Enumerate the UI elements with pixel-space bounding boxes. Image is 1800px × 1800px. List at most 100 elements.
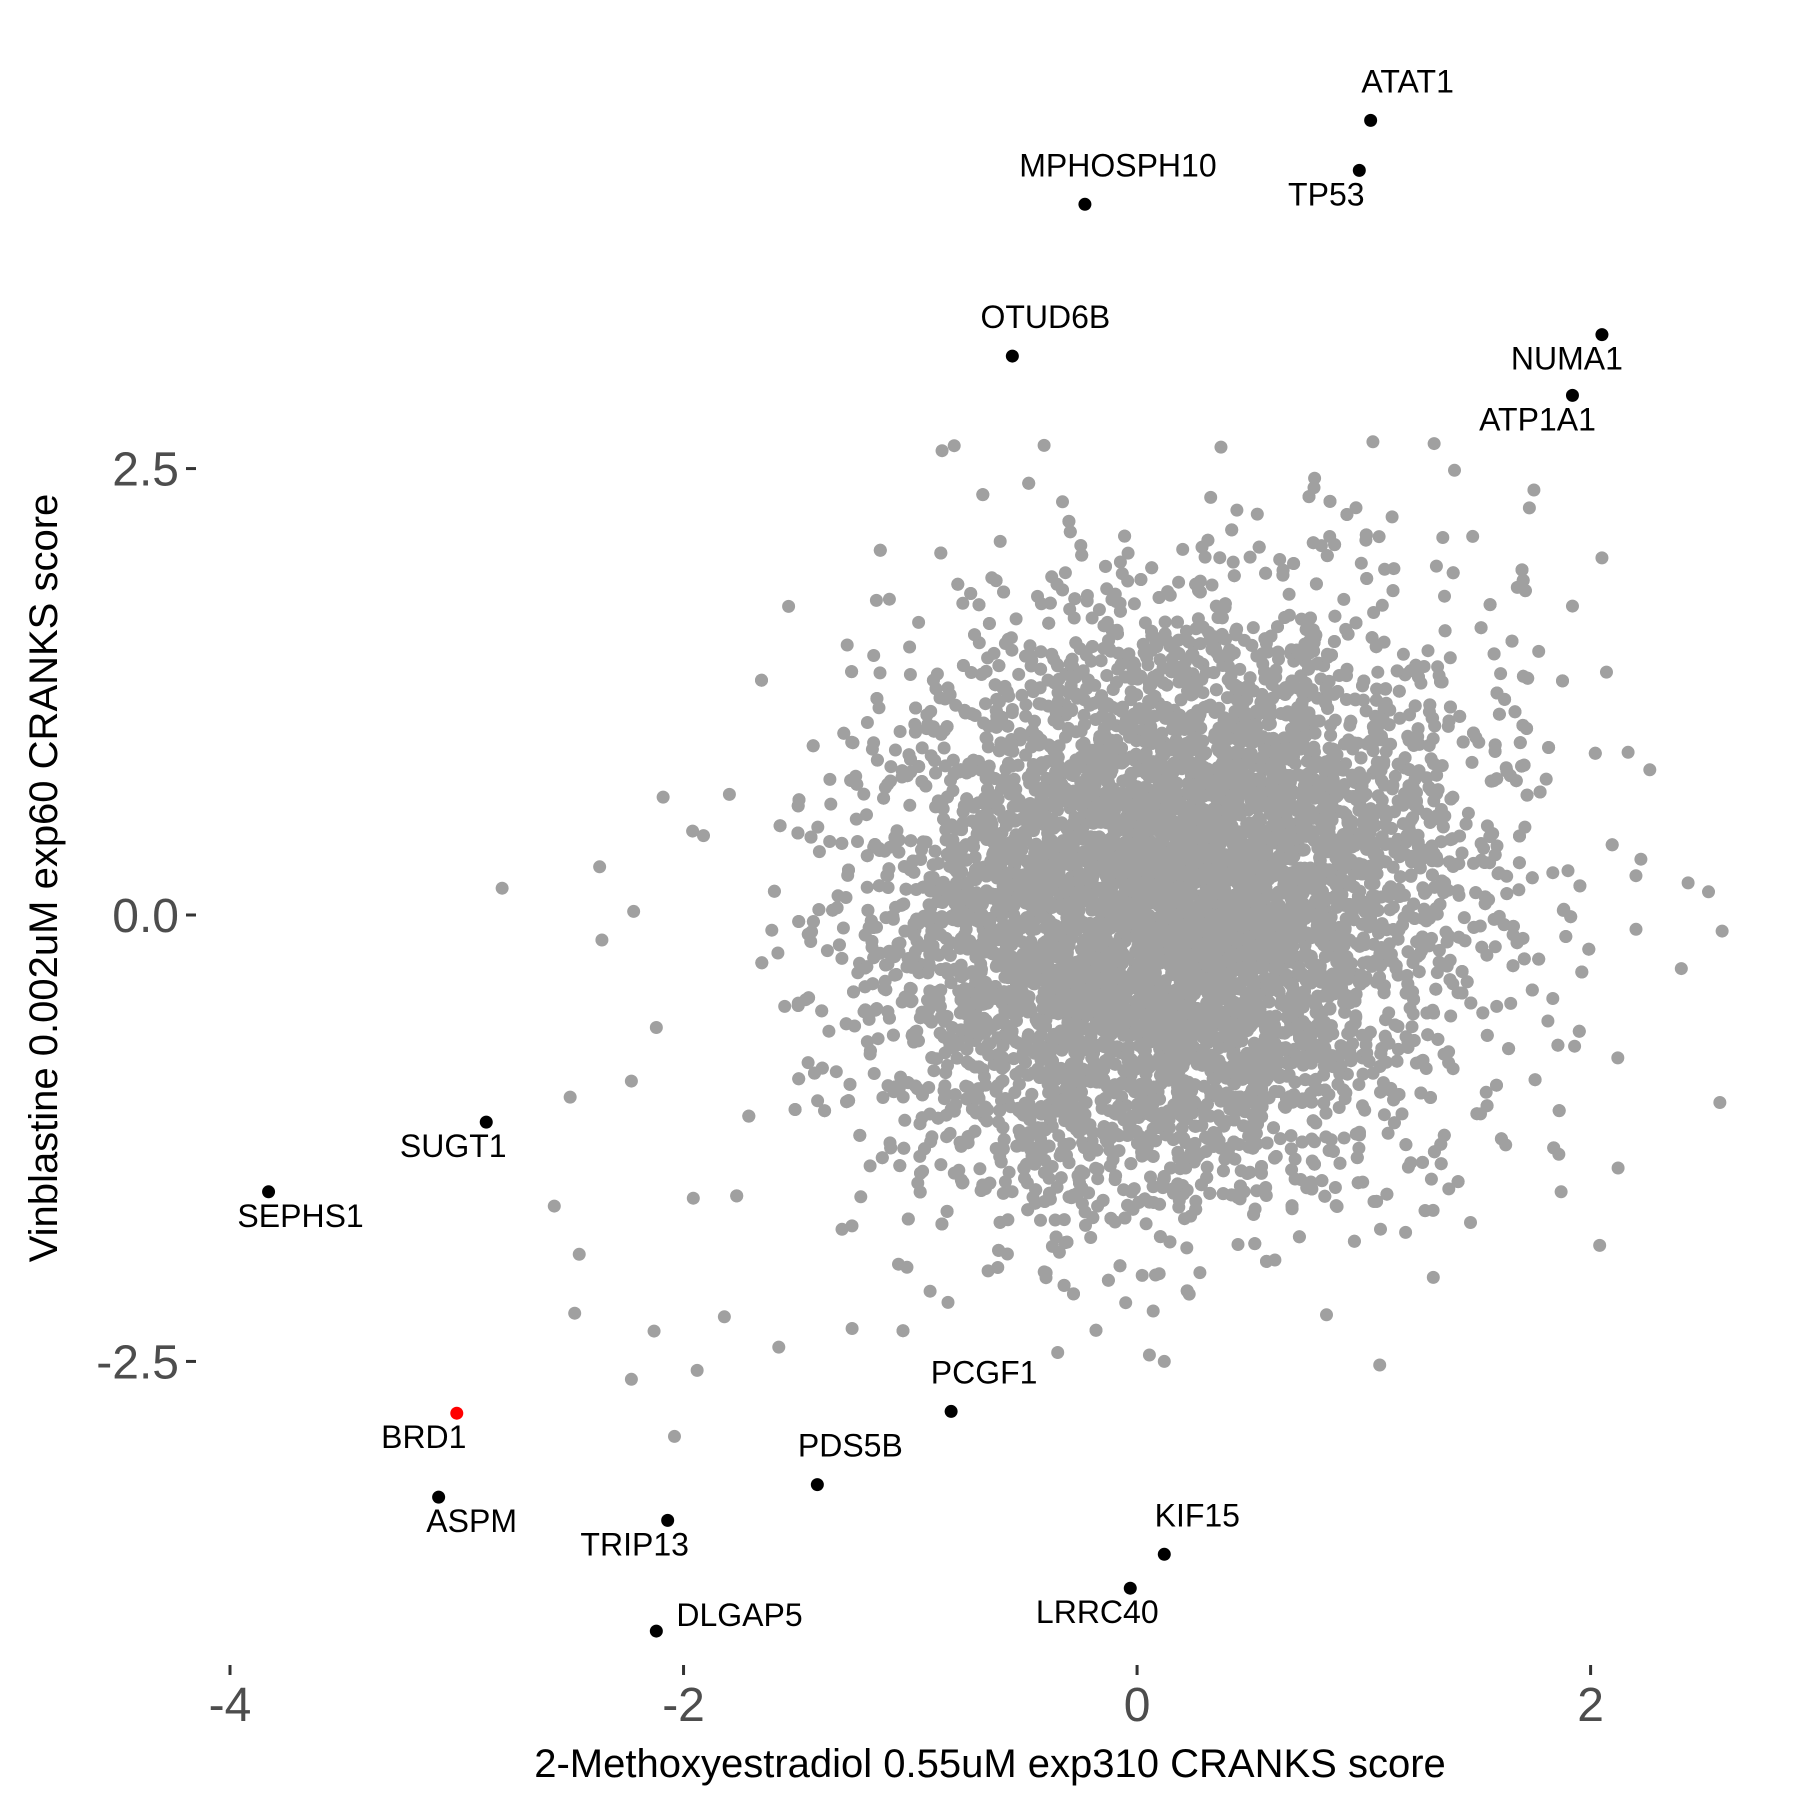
data-point <box>1488 940 1502 954</box>
data-point <box>1324 1133 1338 1147</box>
data-point <box>1405 1020 1419 1034</box>
data-point <box>1378 562 1392 576</box>
data-point <box>1288 1152 1302 1166</box>
data-point <box>722 787 736 801</box>
data-point <box>1438 589 1451 603</box>
data-point <box>900 1260 914 1274</box>
data-point <box>839 891 853 904</box>
data-point <box>1048 1213 1062 1227</box>
data-point <box>1092 603 1106 617</box>
data-point <box>822 1024 836 1038</box>
data-point <box>1193 1266 1207 1280</box>
data-point <box>1080 589 1094 602</box>
data-point <box>867 1067 881 1080</box>
data-point <box>947 439 961 453</box>
data-point <box>1356 1067 1370 1081</box>
data-point <box>849 812 863 826</box>
data-point <box>876 1091 890 1104</box>
data-point <box>1100 669 1114 682</box>
data-point <box>1477 841 1491 855</box>
data-point <box>1004 631 1018 645</box>
data-point <box>927 1064 941 1078</box>
data-point <box>1491 867 1505 881</box>
data-point <box>1034 645 1048 659</box>
data-point <box>934 1158 948 1172</box>
data-point <box>1205 578 1219 592</box>
data-point <box>697 829 710 843</box>
data-point <box>1058 566 1072 580</box>
data-point <box>1338 1005 1352 1019</box>
data-point <box>992 803 1006 817</box>
data-point <box>1352 1078 1366 1091</box>
data-point <box>1052 1129 1066 1143</box>
data-point <box>1448 463 1461 477</box>
data-point <box>1328 1181 1342 1194</box>
data-point <box>903 640 917 654</box>
data-point <box>1057 1213 1071 1227</box>
data-point <box>941 1295 955 1309</box>
data-point <box>1546 866 1560 880</box>
data-point <box>1430 966 1444 980</box>
data-point <box>1621 745 1635 759</box>
data-point <box>1442 1045 1456 1059</box>
data-point <box>1172 1200 1186 1214</box>
data-point <box>1629 922 1643 936</box>
data-point <box>812 845 826 859</box>
data-point <box>867 649 881 662</box>
data-point <box>1285 1163 1299 1177</box>
data-point <box>1273 1132 1287 1146</box>
data-point <box>1246 621 1260 635</box>
data-point <box>1198 550 1212 564</box>
data-point <box>1234 1164 1248 1178</box>
data-point <box>1121 574 1135 588</box>
data-point <box>1494 667 1508 681</box>
data-point <box>1337 592 1351 606</box>
data-point <box>898 1113 912 1127</box>
data-point <box>1387 562 1401 576</box>
data-point <box>1337 1131 1351 1145</box>
data-point <box>1643 763 1657 777</box>
data-point <box>937 741 951 755</box>
data-point <box>873 666 887 680</box>
data-point <box>1421 644 1435 658</box>
data-point <box>1139 1217 1153 1231</box>
data-point <box>1262 995 1276 1009</box>
data-point <box>1354 556 1368 570</box>
data-point <box>820 944 834 958</box>
data-point <box>1374 1222 1387 1236</box>
data-point <box>1568 1039 1582 1053</box>
data-point <box>979 697 992 711</box>
data-point <box>1052 1245 1066 1259</box>
data-point <box>1119 1296 1133 1310</box>
data-point <box>1634 852 1648 866</box>
data-point <box>686 1191 700 1205</box>
data-point <box>801 1056 815 1070</box>
data-point <box>1142 1348 1156 1362</box>
data-point <box>990 692 1004 706</box>
data-point <box>1432 943 1446 957</box>
data-point <box>1329 1199 1343 1213</box>
data-point <box>1091 1172 1105 1186</box>
data-point <box>1611 1161 1625 1175</box>
data-point <box>973 1162 987 1176</box>
data-point <box>1153 1197 1167 1211</box>
data-point <box>851 835 864 848</box>
data-point <box>1158 615 1172 629</box>
data-point <box>778 999 792 1013</box>
data-point <box>1385 510 1399 524</box>
data-point <box>1359 704 1373 718</box>
data-point <box>884 760 898 774</box>
data-point <box>1005 706 1019 720</box>
data-point <box>1089 713 1103 726</box>
data-point <box>1424 1172 1438 1186</box>
data-point <box>1012 667 1026 681</box>
data-point <box>1457 911 1471 925</box>
data-point <box>1056 495 1069 509</box>
data-point <box>836 921 850 935</box>
data-point <box>915 741 929 755</box>
data-point <box>903 668 917 681</box>
data-point <box>1149 1268 1162 1282</box>
data-point <box>1034 1213 1047 1227</box>
data-point <box>1377 1108 1391 1122</box>
data-point <box>871 1032 885 1046</box>
